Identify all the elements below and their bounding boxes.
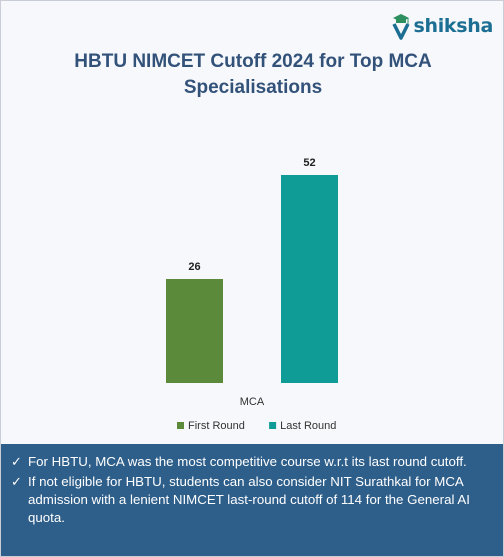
bar-first-round — [166, 279, 223, 383]
note-text: If not eligible for HBTU, students can a… — [28, 474, 470, 525]
legend-label: First Round — [188, 420, 245, 432]
brand-logo: shiksha — [390, 11, 493, 41]
note-item: ✓ If not eligible for HBTU, students can… — [11, 473, 493, 527]
bar-last-round — [281, 175, 338, 383]
data-label: 26 — [188, 261, 200, 273]
legend-label: Last Round — [280, 420, 336, 432]
notes-panel: ✓ For HBTU, MCA was the most competitive… — [1, 444, 503, 556]
data-label: 52 — [303, 157, 315, 169]
checkmark-icon: ✓ — [11, 454, 22, 469]
chart-title: HBTU NIMCET Cutoff 2024 for Top MCA Spec… — [74, 51, 432, 98]
x-tick-label: MCA — [240, 396, 265, 408]
note-item: ✓ For HBTU, MCA was the most competitive… — [11, 453, 493, 471]
bar-chart: 26 52 MCA First Round Last Round — [166, 157, 338, 432]
brand-name: shiksha — [413, 15, 493, 37]
note-text: For HBTU, MCA was the most competitive c… — [28, 454, 467, 469]
legend-swatch — [269, 422, 277, 429]
checkmark-icon: ✓ — [11, 474, 22, 489]
graduation-cap-s-icon — [392, 14, 411, 40]
legend-swatch — [177, 422, 184, 429]
